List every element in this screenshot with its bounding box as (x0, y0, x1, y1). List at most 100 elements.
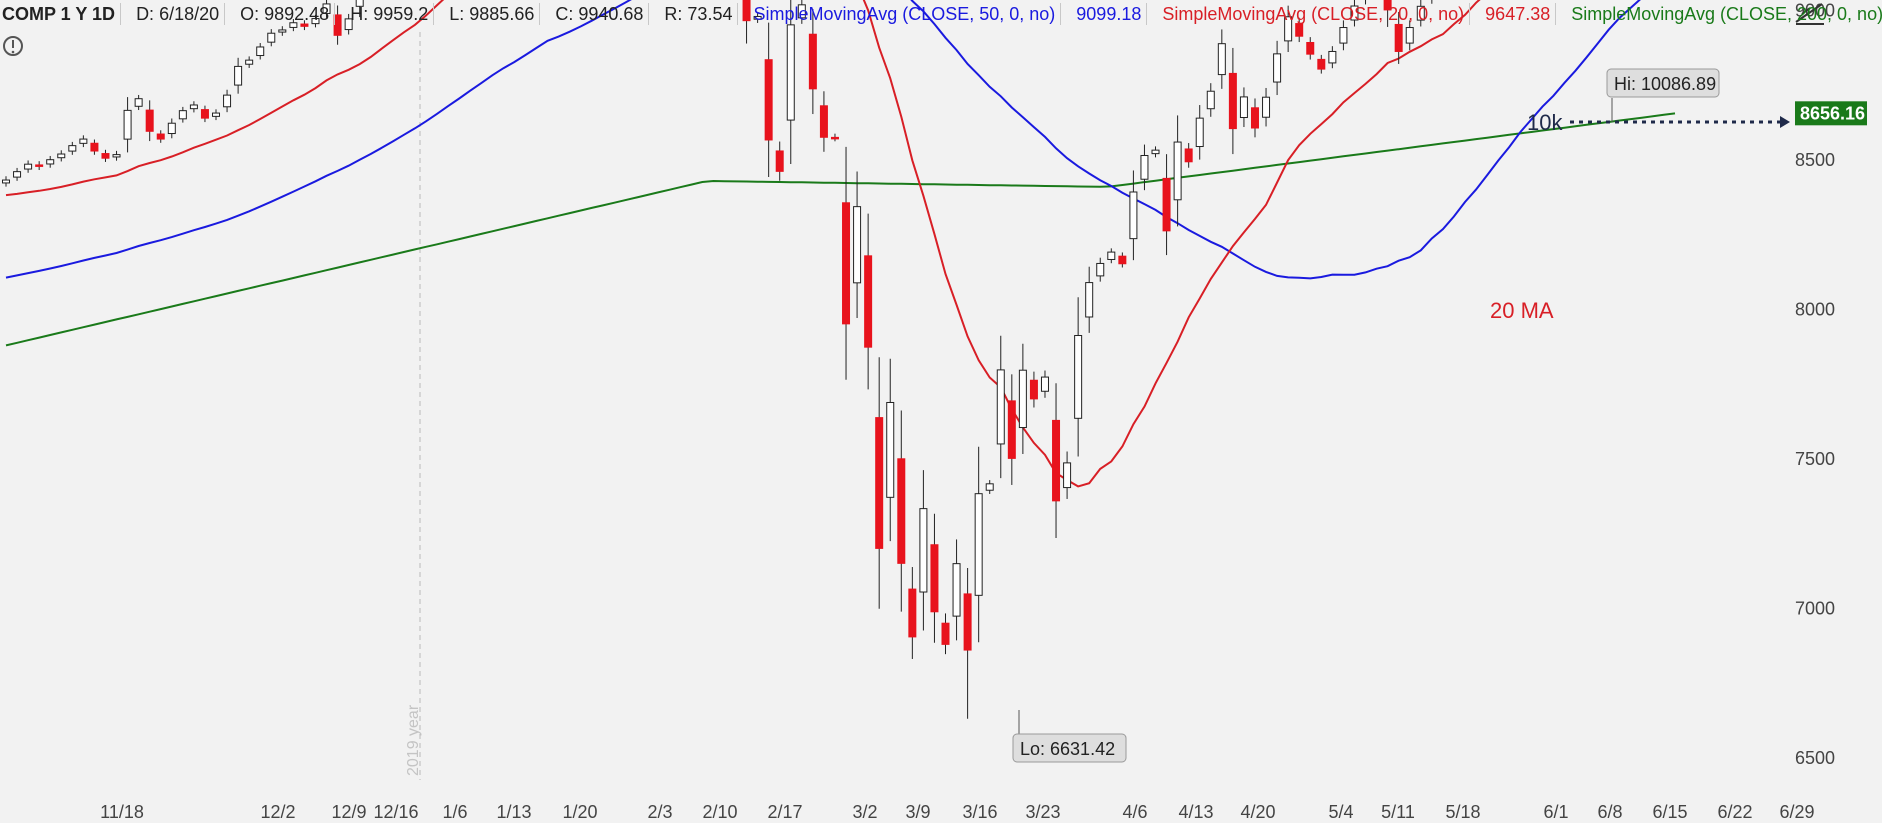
candle[interactable] (123, 97, 132, 153)
candle[interactable] (289, 19, 298, 32)
candle[interactable] (797, 0, 806, 24)
candle[interactable] (90, 139, 99, 155)
candle[interactable] (68, 141, 77, 155)
candle[interactable] (1085, 266, 1094, 333)
candle[interactable] (842, 146, 851, 380)
candle[interactable] (1383, 0, 1392, 27)
study-200-label[interactable]: SimpleMovingAvg (CLOSE, 200, 0, no) (1571, 4, 1882, 24)
candle[interactable] (1284, 5, 1293, 53)
candle[interactable] (875, 357, 884, 609)
info-icon[interactable] (3, 36, 23, 56)
candle[interactable] (1162, 154, 1171, 256)
candle[interactable] (1339, 20, 1348, 51)
candle[interactable] (1350, 0, 1359, 27)
ma20-line[interactable] (5, 0, 1675, 488)
candle[interactable] (1394, 11, 1403, 64)
candle[interactable] (311, 14, 320, 28)
candle[interactable] (1239, 87, 1248, 128)
candle[interactable] (79, 135, 88, 148)
candle[interactable] (1184, 143, 1193, 168)
candle[interactable] (1029, 371, 1038, 408)
candle[interactable] (1129, 170, 1138, 261)
candle[interactable] (1107, 248, 1116, 264)
ma50-line[interactable] (5, 0, 1675, 280)
candle[interactable] (897, 410, 906, 612)
candle[interactable] (355, 0, 364, 18)
candle[interactable] (1040, 370, 1049, 398)
candle[interactable] (1228, 47, 1237, 155)
candle[interactable] (1317, 54, 1326, 74)
study-20-label[interactable]: SimpleMovingAvg (CLOSE, 20, 0, no) (1162, 4, 1465, 24)
candle[interactable] (919, 470, 928, 631)
candle[interactable] (234, 57, 243, 94)
candle[interactable] (764, 22, 773, 178)
study-50-label[interactable]: SimpleMovingAvg (CLOSE, 50, 0, no) (753, 4, 1056, 24)
drawing-tools-icon[interactable] (1795, 3, 1824, 25)
candle[interactable] (245, 56, 254, 68)
candle[interactable] (775, 141, 784, 181)
candle[interactable] (178, 106, 187, 123)
candle[interactable] (333, 5, 342, 45)
symbol-label[interactable]: COMP 1 Y 1D (2, 4, 116, 24)
candle[interactable] (830, 133, 839, 142)
candle[interactable] (322, 0, 331, 18)
candle[interactable] (985, 480, 994, 494)
candle[interactable] (13, 167, 22, 181)
candle[interactable] (808, 9, 817, 115)
candle[interactable] (1206, 83, 1215, 117)
candle[interactable] (1074, 297, 1083, 457)
candle[interactable] (886, 358, 895, 542)
candle[interactable] (1096, 257, 1105, 282)
candle[interactable] (786, 0, 795, 165)
candle[interactable] (1416, 0, 1425, 27)
candle[interactable] (1063, 451, 1072, 499)
candle[interactable] (742, 0, 751, 44)
candle[interactable] (35, 161, 44, 171)
candle[interactable] (212, 109, 221, 121)
candle[interactable] (996, 335, 1005, 479)
candle[interactable] (1306, 37, 1315, 60)
candle[interactable] (101, 149, 110, 162)
candle[interactable] (200, 105, 209, 123)
candle[interactable] (1328, 46, 1337, 69)
candle[interactable] (344, 13, 353, 35)
candle[interactable] (1262, 87, 1271, 127)
candle[interactable] (853, 171, 862, 318)
candle[interactable] (952, 539, 961, 641)
candle[interactable] (2, 176, 10, 187)
candle[interactable] (256, 43, 265, 60)
candle[interactable] (753, 12, 762, 23)
candle[interactable] (1151, 146, 1160, 158)
candle[interactable] (941, 613, 950, 655)
candle[interactable] (1273, 40, 1282, 96)
candle[interactable] (46, 155, 55, 168)
ma200-line[interactable] (5, 112, 1676, 347)
candle[interactable] (864, 213, 873, 390)
candle[interactable] (112, 150, 121, 161)
candle[interactable] (1018, 343, 1027, 454)
candle[interactable] (1140, 144, 1149, 191)
candle[interactable] (819, 91, 828, 152)
candle[interactable] (300, 20, 309, 31)
candle[interactable] (908, 567, 917, 659)
candle[interactable] (57, 150, 66, 162)
candle[interactable] (1118, 252, 1127, 268)
candle[interactable] (1250, 98, 1259, 138)
candle[interactable] (145, 100, 154, 142)
candle[interactable] (963, 567, 972, 719)
candle[interactable] (1007, 374, 1016, 485)
candle[interactable] (1405, 20, 1414, 51)
candle[interactable] (267, 29, 276, 47)
candle[interactable] (167, 118, 176, 139)
candle[interactable] (189, 101, 198, 113)
candle[interactable] (974, 446, 983, 643)
candle[interactable] (278, 26, 287, 36)
candle[interactable] (1195, 105, 1204, 160)
candle[interactable] (24, 160, 33, 173)
candle[interactable] (1052, 383, 1061, 538)
candle[interactable] (223, 89, 232, 113)
candle[interactable] (1295, 17, 1304, 43)
candle[interactable] (134, 94, 143, 111)
candle[interactable] (1217, 29, 1226, 89)
